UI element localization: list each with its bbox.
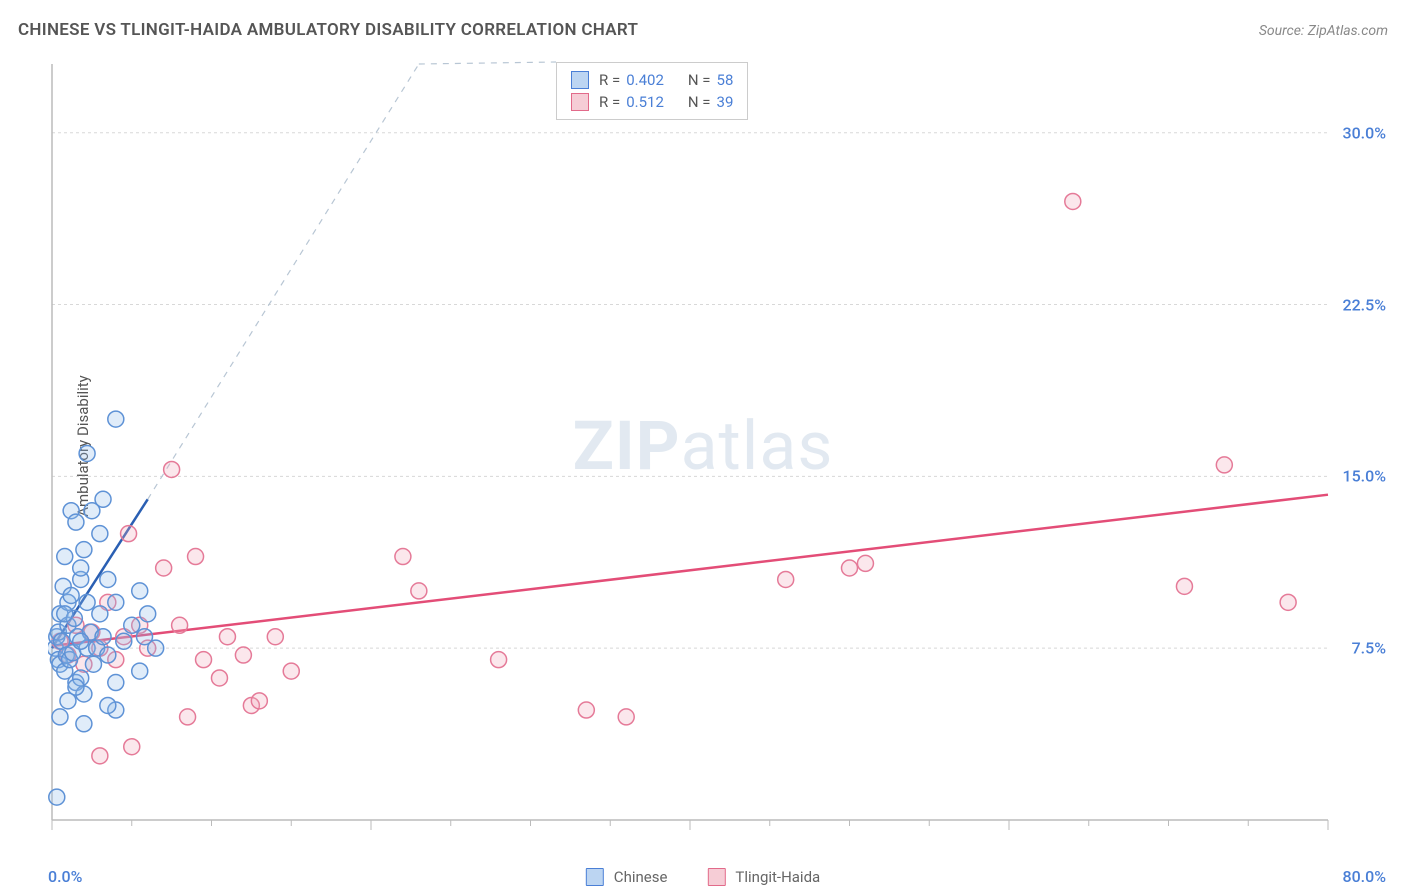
- chart-plot-area: [48, 60, 1388, 830]
- x-max-label: 80.0%: [1342, 867, 1386, 886]
- chart-header: CHINESE VS TLINGIT-HAIDA AMBULATORY DISA…: [18, 20, 1388, 40]
- y-tick-label: 22.5%: [1342, 295, 1386, 314]
- legend-item-chinese: Chinese: [586, 868, 668, 886]
- legend-swatch-icon: [571, 71, 589, 89]
- y-tick-label: 7.5%: [1352, 639, 1386, 658]
- r-label: R = 0.402: [599, 71, 664, 89]
- correlation-row-tlingit: R = 0.512 N = 39: [571, 91, 733, 113]
- legend-label: Tlingit-Haida: [735, 868, 820, 886]
- y-tick-label: 15.0%: [1342, 467, 1386, 486]
- chart-title: CHINESE VS TLINGIT-HAIDA AMBULATORY DISA…: [18, 20, 638, 40]
- legend-swatch-icon: [586, 868, 604, 886]
- chart-svg: [48, 60, 1388, 830]
- origin-label: 0.0%: [48, 867, 82, 886]
- source-label: Source: ZipAtlas.com: [1259, 23, 1388, 39]
- legend-item-tlingit: Tlingit-Haida: [707, 868, 820, 886]
- correlation-row-chinese: R = 0.402 N = 58: [571, 69, 733, 91]
- y-tick-label: 30.0%: [1342, 123, 1386, 142]
- r-label: R = 0.512: [599, 93, 664, 111]
- n-label: N = 39: [688, 93, 734, 111]
- legend-swatch-icon: [707, 868, 725, 886]
- legend-swatch-icon: [571, 93, 589, 111]
- correlation-legend: R = 0.402 N = 58 R = 0.512 N = 39: [556, 62, 748, 120]
- n-label: N = 58: [688, 71, 734, 89]
- legend-label: Chinese: [614, 868, 668, 886]
- bottom-legend: Chinese Tlingit-Haida: [586, 868, 820, 886]
